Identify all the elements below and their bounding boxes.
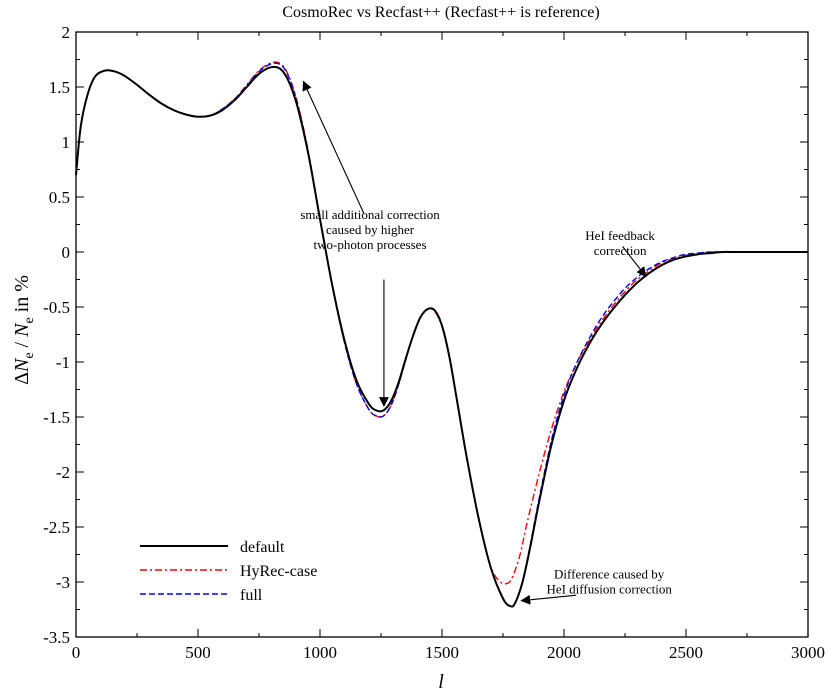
- y-tick-label: 0.5: [49, 188, 70, 207]
- y-tick-label: -3: [56, 573, 70, 592]
- x-axis-label: l: [438, 671, 444, 693]
- annotation-text: small additional correction: [300, 207, 440, 222]
- x-tick-label: 1500: [425, 643, 459, 662]
- y-tick-label: -2.5: [43, 518, 70, 537]
- annotation-text: two-photon processes: [314, 237, 427, 252]
- x-tick-label: 2500: [669, 643, 703, 662]
- annotation-arrow: [302, 80, 365, 214]
- chart-title: CosmoRec vs Recfast++ (Recfast++ is refe…: [282, 4, 599, 21]
- annotation-text: HeI diffusion correction: [546, 582, 672, 597]
- y-tick-label: -1: [56, 353, 70, 372]
- annotation-arrow: [520, 594, 577, 605]
- y-tick-label: 0: [62, 243, 71, 262]
- annotation-text: caused by higher: [326, 222, 415, 237]
- series-line-full: [75, 62, 808, 608]
- y-axis-label: ΔNe / Ne in %: [11, 275, 37, 385]
- legend-label: default: [240, 539, 285, 556]
- y-tick-label: -0.5: [43, 298, 70, 317]
- y-tick-label: -1.5: [43, 408, 70, 427]
- annotation-arrow: [622, 246, 647, 277]
- y-tick-label: 1: [62, 133, 71, 152]
- x-tick-label: 500: [185, 643, 211, 662]
- series-group: [75, 61, 808, 608]
- axis-ticks: 0 500 1000 1500 2000 2500 3000 -3.5 -3 -2.5 -2 -1.5…: [43, 23, 825, 662]
- x-tick-label: 3000: [791, 643, 825, 662]
- y-tick-label: -3.5: [43, 628, 70, 647]
- series-line-default: [75, 65, 808, 608]
- x-tick-label: 2000: [547, 643, 581, 662]
- y-tick-label: 1.5: [49, 78, 70, 97]
- legend-label: full: [240, 587, 263, 604]
- annotation-text: correction: [594, 243, 647, 258]
- y-tick-label: -2: [56, 463, 70, 482]
- annotation-text: HeI feedback: [585, 228, 655, 243]
- x-tick-label: 0: [72, 643, 81, 662]
- annotation-text: Difference caused by: [554, 567, 665, 582]
- x-tick-label: 1000: [303, 643, 337, 662]
- y-tick-label: 2: [62, 23, 71, 42]
- legend: default HyRec-case full: [140, 539, 317, 604]
- legend-label: HyRec-case: [240, 563, 317, 580]
